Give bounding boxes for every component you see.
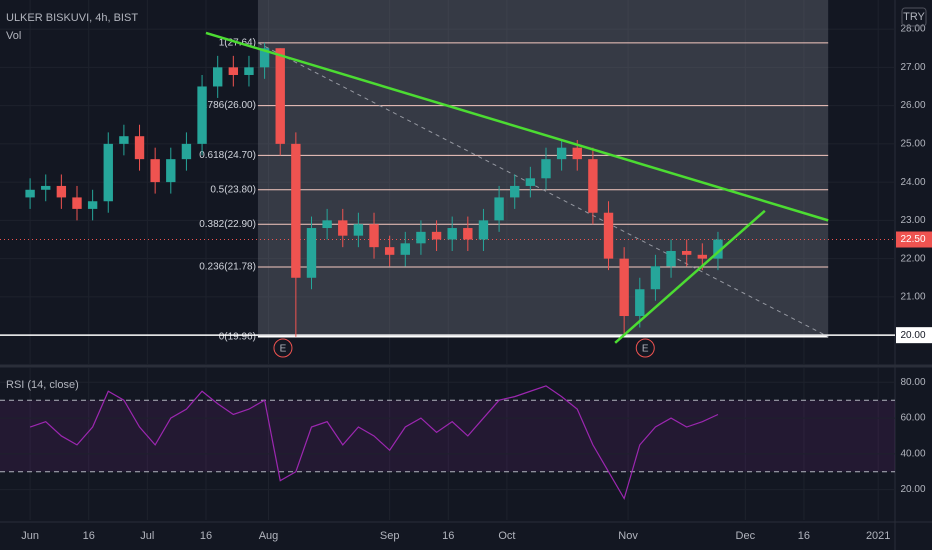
- fib-label: 0.618(24.70): [199, 150, 256, 161]
- candle-body: [416, 231, 426, 244]
- y-tick-label: 22.00: [900, 253, 925, 264]
- candle-body: [103, 143, 113, 202]
- trend-line: [205, 31, 829, 222]
- x-tick-label: 16: [83, 530, 95, 542]
- x-tick-label: 16: [798, 530, 810, 542]
- candle-body: [369, 224, 379, 248]
- price-label: 20.00: [900, 330, 925, 341]
- event-label: E: [280, 344, 287, 355]
- rsi-tick-label: 60.00: [900, 413, 925, 424]
- x-tick-label: Jul: [140, 530, 154, 542]
- y-tick-label: 21.00: [900, 292, 925, 303]
- rsi-tick-label: 80.00: [900, 377, 925, 388]
- x-tick-label: Oct: [498, 530, 515, 542]
- candle-body: [447, 228, 457, 240]
- x-tick-label: Sep: [380, 530, 400, 542]
- candle-body: [619, 258, 629, 317]
- candle-body: [572, 147, 582, 160]
- volume-label: Vol: [6, 30, 21, 42]
- candle-body: [431, 231, 442, 240]
- rsi-tick-label: 40.00: [900, 448, 925, 459]
- price-label-box: [896, 327, 932, 344]
- fib-label: 0(19.96): [219, 331, 256, 342]
- price-label: 22.50: [900, 234, 925, 245]
- candle-body: [56, 185, 67, 198]
- chart-title: ULKER BISKUVI, 4h, BIST: [6, 12, 138, 24]
- candle-body: [338, 220, 348, 236]
- x-tick-label: Dec: [736, 530, 756, 542]
- fib-area-top: [257, 0, 829, 43]
- y-tick-label: 27.00: [900, 62, 925, 73]
- x-tick-label: 16: [200, 530, 212, 542]
- candle-body: [259, 48, 270, 68]
- candle-body: [150, 159, 160, 183]
- event-marker: [635, 338, 655, 358]
- fib-label: 0.5(23.80): [210, 184, 256, 195]
- trend-line: [614, 209, 766, 344]
- candle-body: [666, 250, 676, 267]
- rsi-title: RSI (14, close): [6, 379, 79, 391]
- candle-body: [603, 212, 614, 259]
- candle-body: [478, 220, 489, 240]
- y-tick-label: 26.00: [900, 100, 925, 111]
- candle-body: [134, 136, 145, 160]
- currency-box[interactable]: [901, 7, 927, 27]
- candle-body: [244, 67, 254, 75]
- x-tick-label: Nov: [618, 530, 638, 542]
- candle-body: [353, 224, 364, 236]
- candle-body: [541, 159, 551, 179]
- candle-body: [510, 185, 520, 198]
- candle-body: [525, 178, 536, 186]
- rsi-tick-label: 20.00: [900, 484, 925, 495]
- candle-body: [87, 201, 98, 209]
- y-tick-label: 23.00: [900, 215, 925, 226]
- x-tick-label: 2021: [866, 530, 890, 542]
- candle-body: [494, 197, 504, 221]
- candle-body: [697, 254, 708, 259]
- candle-body: [306, 228, 317, 278]
- candle-body: [275, 48, 285, 144]
- candle-body: [681, 250, 692, 255]
- candle-body: [291, 143, 301, 278]
- y-tick-label: 28.00: [900, 24, 925, 35]
- candle-body: [322, 220, 332, 229]
- x-tick-label: 16: [442, 530, 454, 542]
- candle-body: [197, 86, 207, 144]
- candle-body: [119, 136, 129, 144]
- currency[interactable]: TRY: [903, 11, 925, 23]
- rsi-band: [0, 400, 895, 472]
- candle-body: [41, 185, 51, 190]
- candle-body: [72, 197, 82, 209]
- y-tick-label: 24.00: [900, 177, 925, 188]
- candle-body: [463, 228, 473, 240]
- price-label-box: [896, 231, 932, 248]
- fib-label: 0.236(21.78): [199, 262, 256, 273]
- candle-body: [213, 67, 223, 87]
- candle-body: [384, 247, 395, 255]
- x-tick-label: Jun: [21, 530, 39, 542]
- diagonal-line: [257, 42, 829, 338]
- candle-body: [650, 266, 661, 290]
- event-label: E: [642, 344, 649, 355]
- candle-body: [713, 239, 723, 259]
- candle-body: [166, 159, 176, 183]
- rsi-line: [29, 385, 719, 501]
- y-tick-label: 25.00: [900, 138, 925, 149]
- event-marker: [273, 338, 293, 358]
- candle-body: [25, 189, 35, 198]
- candle-body: [228, 67, 239, 75]
- candle-body: [400, 243, 410, 255]
- x-tick-label: Aug: [259, 530, 279, 542]
- fib-label: 0.786(26.00): [199, 100, 256, 111]
- candle-body: [635, 289, 645, 317]
- candle-body: [588, 159, 598, 213]
- candle-body: [181, 143, 192, 160]
- fib-label: 0.382(22.90): [199, 219, 256, 230]
- candle-body: [556, 147, 567, 160]
